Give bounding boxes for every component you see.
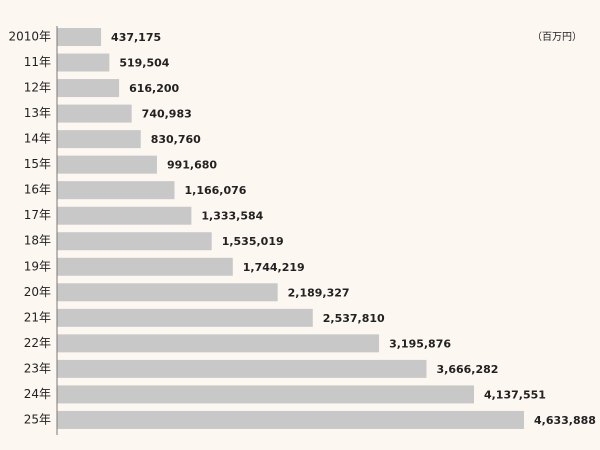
bar [57, 410, 524, 429]
bar [57, 79, 120, 98]
bar [57, 155, 157, 174]
value-label: 616,200 [129, 82, 179, 95]
value-label: 519,504 [119, 57, 169, 70]
bar [57, 385, 474, 404]
value-label: 2,537,810 [323, 312, 385, 325]
value-label: 437,175 [111, 31, 161, 44]
category-label: 14年 [24, 132, 51, 146]
category-label: 23年 [24, 361, 51, 375]
category-label: 2010年 [8, 30, 51, 44]
bar [57, 130, 141, 149]
bar [57, 104, 132, 123]
category-label: 11年 [24, 55, 51, 69]
category-label: 21年 [24, 310, 51, 324]
value-label: 4,137,551 [484, 388, 546, 401]
bar [57, 334, 380, 353]
category-label: 13年 [24, 106, 51, 120]
value-label: 740,983 [142, 108, 192, 121]
value-label: 2,189,327 [288, 286, 350, 299]
category-label: 25年 [24, 412, 51, 426]
value-label: 991,680 [167, 159, 217, 172]
value-label: 4,633,888 [534, 414, 596, 427]
bar [57, 232, 212, 251]
bar [57, 206, 192, 225]
value-label: 1,535,019 [222, 235, 284, 248]
category-label: 22年 [24, 336, 51, 350]
category-label: 15年 [24, 157, 51, 171]
value-label: 1,333,584 [201, 210, 263, 223]
value-label: 830,760 [151, 133, 201, 146]
unit-label: （百万円） [532, 31, 582, 43]
category-label: 17年 [24, 208, 51, 222]
category-label: 19年 [24, 259, 51, 273]
bar [57, 181, 175, 200]
category-label: 16年 [24, 183, 51, 197]
category-label: 12年 [24, 81, 51, 95]
value-label: 1,744,219 [243, 261, 305, 274]
category-label: 24年 [24, 387, 51, 401]
bar [57, 308, 313, 327]
value-label: 3,666,282 [436, 363, 498, 376]
value-label: 3,195,876 [389, 337, 451, 350]
bar [57, 257, 233, 276]
value-label: 1,166,076 [185, 184, 247, 197]
bar [57, 359, 427, 378]
category-label: 20年 [24, 285, 51, 299]
bar [57, 283, 278, 302]
category-label: 18年 [24, 234, 51, 248]
bar [57, 28, 102, 46]
bar [57, 53, 110, 72]
